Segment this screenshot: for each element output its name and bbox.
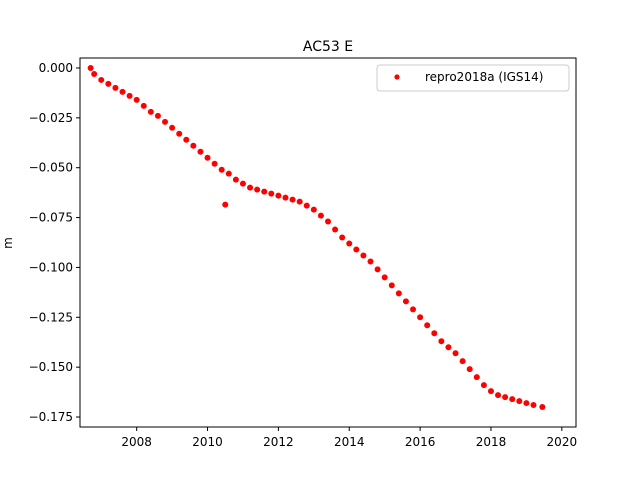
data-point [473,374,480,381]
data-point [431,330,438,337]
data-point [523,400,530,407]
data-point [487,388,494,395]
data-point [332,226,339,233]
data-point [289,196,296,203]
data-point [417,314,424,321]
chart-title: AC53 E [303,39,353,55]
y-tick-label: −0.050 [29,161,73,175]
data-point [140,102,147,109]
data-point [480,382,487,389]
x-tick-label: 2016 [405,435,436,449]
data-point [211,160,218,167]
data-point [126,92,133,99]
data-point [98,76,105,83]
data-point [360,252,367,259]
y-axis-label: m [1,237,15,249]
x-tick-label: 2010 [192,435,223,449]
data-point [310,206,317,213]
data-point [183,136,190,143]
y-tick-label: −0.175 [29,410,73,424]
data-point [190,142,197,149]
data-point [509,396,516,403]
y-tick-label: −0.150 [29,360,73,374]
data-point [539,404,546,411]
legend: repro2018a (IGS14) [376,64,570,92]
y-tick-label: −0.125 [29,310,73,324]
data-point [225,170,232,177]
data-point [530,402,537,409]
series-0 [87,64,546,411]
axes-frame [79,57,577,428]
data-point [381,274,388,281]
data-point [410,306,417,313]
y-axis: 0.000 −0.025 −0.050 −0.075 −0.100 −0.125 −0.15… [29,61,80,424]
data-point [502,394,509,401]
data-point [402,298,409,305]
data-point [261,188,268,195]
data-point [296,198,303,205]
data-point [353,246,360,253]
x-tick-label: 2020 [547,435,578,449]
data-point [204,154,211,161]
data-point [105,80,112,87]
data-point [247,184,254,191]
x-tick-label: 2012 [263,435,294,449]
data-point [176,130,183,137]
legend-marker [394,74,400,80]
data-point [459,358,466,365]
legend-label: repro2018a (IGS14) [425,70,543,84]
data-point [452,350,459,357]
x-axis: 2008 2010 2012 2014 2016 2018 2020 [121,427,577,449]
data-point [339,234,346,241]
y-tick-label: −0.075 [29,211,73,225]
data-point [169,124,176,131]
data-point [119,88,126,95]
data-point [388,282,395,289]
data-point [133,96,140,103]
data-point [374,266,381,273]
data-point [346,240,353,247]
data-point [268,190,275,197]
data-point [147,108,154,115]
data-point [275,192,282,199]
data-point [424,322,431,329]
data-point [445,344,452,351]
data-point [367,258,374,265]
x-tick-label: 2008 [121,435,152,449]
data-point [466,366,473,373]
data-point [232,176,239,183]
data-point [239,180,246,187]
y-tick-label: −0.025 [29,111,73,125]
y-tick-label: −0.100 [29,260,73,274]
data-point [254,186,261,193]
series-1 [222,201,229,208]
x-tick-label: 2018 [476,435,507,449]
data-point [303,202,310,209]
data-point [495,392,502,399]
data-point [154,112,161,119]
data-point [325,218,331,225]
y-tick-label: 0.000 [39,61,73,75]
x-tick-label: 2014 [334,435,365,449]
data-layer [87,64,546,411]
legend-box [376,64,570,92]
data-point [218,166,225,173]
data-point [516,398,523,405]
data-point [197,148,204,155]
data-point [438,338,445,345]
data-point [87,64,94,71]
data-point [317,212,324,219]
data-point [282,194,289,201]
data-point [91,70,98,77]
data-point [112,84,119,91]
data-point [395,290,402,297]
data-point [162,118,169,125]
data-point [222,201,229,208]
